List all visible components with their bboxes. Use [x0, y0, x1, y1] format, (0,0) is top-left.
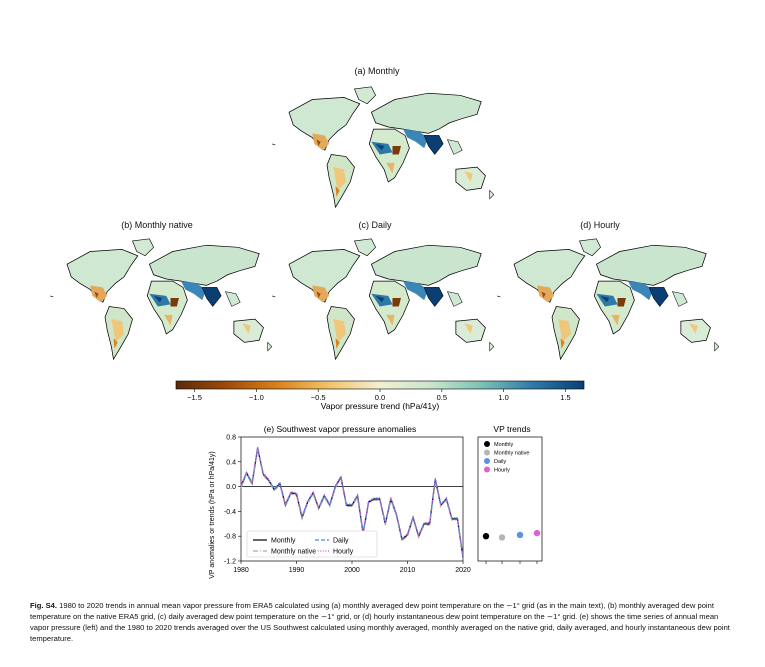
colorbar-bar [175, 380, 585, 390]
series-line-monthly [240, 448, 464, 558]
trend-point-monthly [482, 533, 490, 540]
caption-label: Fig. S4. [30, 601, 58, 610]
panel-e-title: (e) Southwest vapor pressure anomalies [264, 424, 417, 434]
series-line-hourly [240, 446, 464, 557]
y-tick-label: 0.4 [226, 459, 236, 466]
trends-legend-label: Monthly [494, 442, 514, 448]
colorbar-tick-label: −1.0 [249, 393, 264, 402]
y-tick-label: 0.0 [226, 484, 236, 491]
trends-legend-label: Monthly native [494, 451, 529, 457]
map-c-title: (c) Daily [358, 220, 392, 230]
trends-legend-dot [484, 441, 490, 447]
colorbar-tick-label: 1.5 [560, 393, 570, 402]
panel-e-ylabel: VP anomalies or trends (hPa or hPa/41y) [209, 451, 216, 579]
y-tick-label: -1.2 [224, 559, 236, 566]
trend-point-hourly [533, 529, 541, 537]
caption-text: 1980 to 2020 trends in annual mean vapor… [30, 601, 730, 643]
colorbar-tick-label: 0.0 [375, 393, 385, 402]
colorbar-label: Vapor pressure trend (hPa/41y) [321, 401, 440, 411]
trend-point-daily [516, 531, 524, 539]
map-b [49, 238, 273, 360]
x-tick-label: 2010 [400, 567, 416, 574]
panel-trends: VP trends Monthly Monthly native Daily Hour… [477, 424, 543, 564]
y-tick-label: -0.8 [224, 534, 236, 541]
x-tick-label: 2000 [344, 567, 360, 574]
figure-caption: Fig. S4. 1980 to 2020 trends in annual m… [30, 600, 738, 644]
series-line-daily [240, 447, 464, 558]
colorbar-tick-label: −1.5 [187, 393, 202, 402]
y-tick-label: 0.8 [226, 435, 236, 442]
trends-title: VP trends [493, 424, 530, 434]
legend-box [246, 530, 378, 558]
colorbar-tick-label: 0.5 [437, 393, 447, 402]
colorbar: −1.5 −1.0 −0.5 0.0 0.5 1.0 1.5 Vapor pressure … [175, 380, 585, 411]
map-c [271, 238, 495, 360]
trend-point-monthly-native [498, 534, 506, 541]
map-d [496, 238, 720, 360]
trends-legend-label: Hourly [494, 468, 510, 474]
x-tick-label: 1980 [233, 567, 249, 574]
trends-legend-dot [484, 449, 490, 456]
trends-legend-label: Daily [494, 459, 506, 465]
trends-legend-dot [484, 458, 490, 464]
map-a-title: (a) Monthly [354, 66, 400, 76]
map-a [271, 86, 495, 208]
y-tick-label: -0.4 [224, 509, 236, 516]
legend-label: Hourly [333, 549, 354, 556]
colorbar-tick-label: 1.0 [498, 393, 508, 402]
series-line-monthly-native [240, 449, 464, 560]
x-tick-label: 2020 [455, 567, 471, 574]
legend-label: Monthly [271, 538, 296, 545]
legend-label: Daily [333, 538, 349, 545]
trends-frame [477, 436, 543, 562]
x-tick-label: 1990 [289, 567, 305, 574]
map-b-title: (b) Monthly native [121, 220, 193, 230]
map-d-title: (d) Hourly [580, 220, 620, 230]
legend-label: Monthly native [271, 549, 316, 556]
panel-e: (e) Southwest vapor pressure anomalies V… [209, 424, 471, 579]
trends-legend-dot [484, 466, 490, 473]
colorbar-tick-label: −0.5 [311, 393, 326, 402]
